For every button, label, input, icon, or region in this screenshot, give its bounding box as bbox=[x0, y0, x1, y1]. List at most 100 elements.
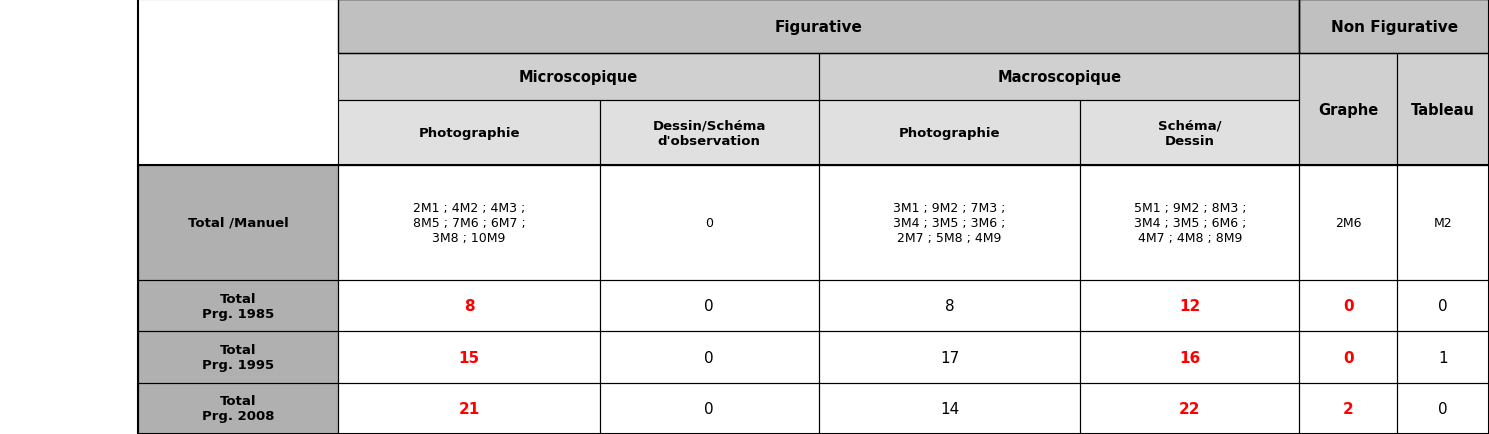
Bar bbox=[1397, 54, 1489, 165]
Bar bbox=[338, 54, 819, 101]
Bar bbox=[819, 165, 1080, 280]
Bar bbox=[1397, 383, 1489, 434]
Bar bbox=[338, 165, 600, 280]
Text: Non Figurative: Non Figurative bbox=[1331, 20, 1458, 35]
Text: Tableau: Tableau bbox=[1412, 102, 1476, 117]
Bar bbox=[1300, 332, 1397, 383]
Bar bbox=[819, 101, 1080, 165]
Bar bbox=[819, 280, 1080, 332]
Bar bbox=[1080, 383, 1300, 434]
Text: Total
Prg. 1985: Total Prg. 1985 bbox=[203, 292, 274, 320]
Bar bbox=[1397, 280, 1489, 332]
Text: 0: 0 bbox=[704, 299, 715, 313]
Bar bbox=[1300, 0, 1489, 54]
Bar bbox=[338, 101, 600, 165]
Text: Figurative: Figurative bbox=[774, 20, 864, 35]
Bar bbox=[1300, 0, 1489, 54]
Bar bbox=[1300, 383, 1397, 434]
Bar bbox=[1300, 54, 1397, 165]
Bar bbox=[138, 280, 338, 332]
Text: 0: 0 bbox=[1343, 299, 1354, 313]
Text: 5M1 ; 9M2 ; 8M3 ;
3M4 ; 3M5 ; 6M6 ;
4M7 ; 4M8 ; 8M9: 5M1 ; 9M2 ; 8M3 ; 3M4 ; 3M5 ; 6M6 ; 4M7 … bbox=[1133, 201, 1246, 244]
Bar bbox=[1300, 280, 1397, 332]
Text: 15: 15 bbox=[459, 350, 479, 365]
Text: 1: 1 bbox=[1438, 350, 1447, 365]
Bar bbox=[138, 383, 338, 434]
Bar bbox=[1397, 165, 1489, 280]
Text: 16: 16 bbox=[1179, 350, 1200, 365]
Bar bbox=[338, 383, 600, 434]
Text: 0: 0 bbox=[704, 350, 715, 365]
Text: 0: 0 bbox=[704, 401, 715, 416]
Bar bbox=[1300, 54, 1397, 165]
Bar bbox=[819, 332, 1080, 383]
Bar bbox=[1080, 165, 1300, 280]
Bar bbox=[338, 332, 600, 383]
Bar bbox=[600, 383, 819, 434]
Text: Total
Prg. 1995: Total Prg. 1995 bbox=[203, 343, 274, 371]
Bar bbox=[338, 332, 600, 383]
Text: 14: 14 bbox=[940, 401, 959, 416]
Text: 2M1 ; 4M2 ; 4M3 ;
8M5 ; 7M6 ; 6M7 ;
3M8 ; 10M9: 2M1 ; 4M2 ; 4M3 ; 8M5 ; 7M6 ; 6M7 ; 3M8 … bbox=[412, 201, 526, 244]
Text: 3M1 ; 9M2 ; 7M3 ;
3M4 ; 3M5 ; 3M6 ;
2M7 ; 5M8 ; 4M9: 3M1 ; 9M2 ; 7M3 ; 3M4 ; 3M5 ; 3M6 ; 2M7 … bbox=[893, 201, 1005, 244]
Bar bbox=[338, 280, 600, 332]
Bar bbox=[600, 332, 819, 383]
Bar bbox=[1080, 332, 1300, 383]
Text: 0: 0 bbox=[1343, 350, 1354, 365]
Bar bbox=[338, 165, 600, 280]
Bar bbox=[1080, 332, 1300, 383]
Text: 0: 0 bbox=[1438, 299, 1447, 313]
Text: Dessin/Schéma
d'observation: Dessin/Schéma d'observation bbox=[652, 119, 765, 147]
Bar bbox=[338, 101, 600, 165]
Text: 17: 17 bbox=[940, 350, 959, 365]
Text: Macroscopique: Macroscopique bbox=[998, 70, 1121, 85]
Bar bbox=[819, 280, 1080, 332]
Bar bbox=[600, 383, 819, 434]
Text: Schéma/
Dessin: Schéma/ Dessin bbox=[1158, 119, 1221, 147]
Bar bbox=[138, 332, 338, 383]
Bar bbox=[819, 101, 1080, 165]
Bar bbox=[138, 165, 338, 280]
Bar bbox=[819, 54, 1300, 101]
Bar bbox=[1300, 280, 1397, 332]
Bar bbox=[600, 101, 819, 165]
Bar bbox=[819, 332, 1080, 383]
Bar bbox=[0, 0, 138, 165]
Text: 2M6: 2M6 bbox=[1336, 217, 1361, 229]
Bar bbox=[1397, 383, 1489, 434]
Bar bbox=[1080, 383, 1300, 434]
Text: 12: 12 bbox=[1179, 299, 1200, 313]
Text: Photographie: Photographie bbox=[899, 127, 1001, 140]
Bar bbox=[138, 280, 338, 332]
Bar bbox=[1397, 332, 1489, 383]
Bar bbox=[1080, 165, 1300, 280]
Text: 21: 21 bbox=[459, 401, 479, 416]
Text: M2: M2 bbox=[1434, 217, 1452, 229]
Bar bbox=[1080, 280, 1300, 332]
Text: Microscopique: Microscopique bbox=[520, 70, 639, 85]
Text: 8: 8 bbox=[463, 299, 475, 313]
Text: 0: 0 bbox=[1438, 401, 1447, 416]
Bar bbox=[600, 165, 819, 280]
Bar bbox=[600, 280, 819, 332]
Bar bbox=[138, 165, 338, 280]
Bar bbox=[1080, 101, 1300, 165]
Bar bbox=[1397, 280, 1489, 332]
Text: 8: 8 bbox=[944, 299, 954, 313]
Bar bbox=[138, 383, 338, 434]
Bar bbox=[819, 165, 1080, 280]
Text: 22: 22 bbox=[1179, 401, 1200, 416]
Bar bbox=[600, 280, 819, 332]
Text: Graphe: Graphe bbox=[1318, 102, 1379, 117]
Bar bbox=[600, 165, 819, 280]
Bar bbox=[138, 332, 338, 383]
Bar bbox=[1397, 332, 1489, 383]
Bar bbox=[1300, 165, 1397, 280]
Text: 0: 0 bbox=[706, 217, 713, 229]
Bar bbox=[1300, 165, 1397, 280]
Text: Photographie: Photographie bbox=[418, 127, 520, 140]
Bar bbox=[338, 280, 600, 332]
Bar bbox=[1080, 101, 1300, 165]
Bar bbox=[819, 383, 1080, 434]
Text: Total /Manuel: Total /Manuel bbox=[188, 217, 289, 229]
